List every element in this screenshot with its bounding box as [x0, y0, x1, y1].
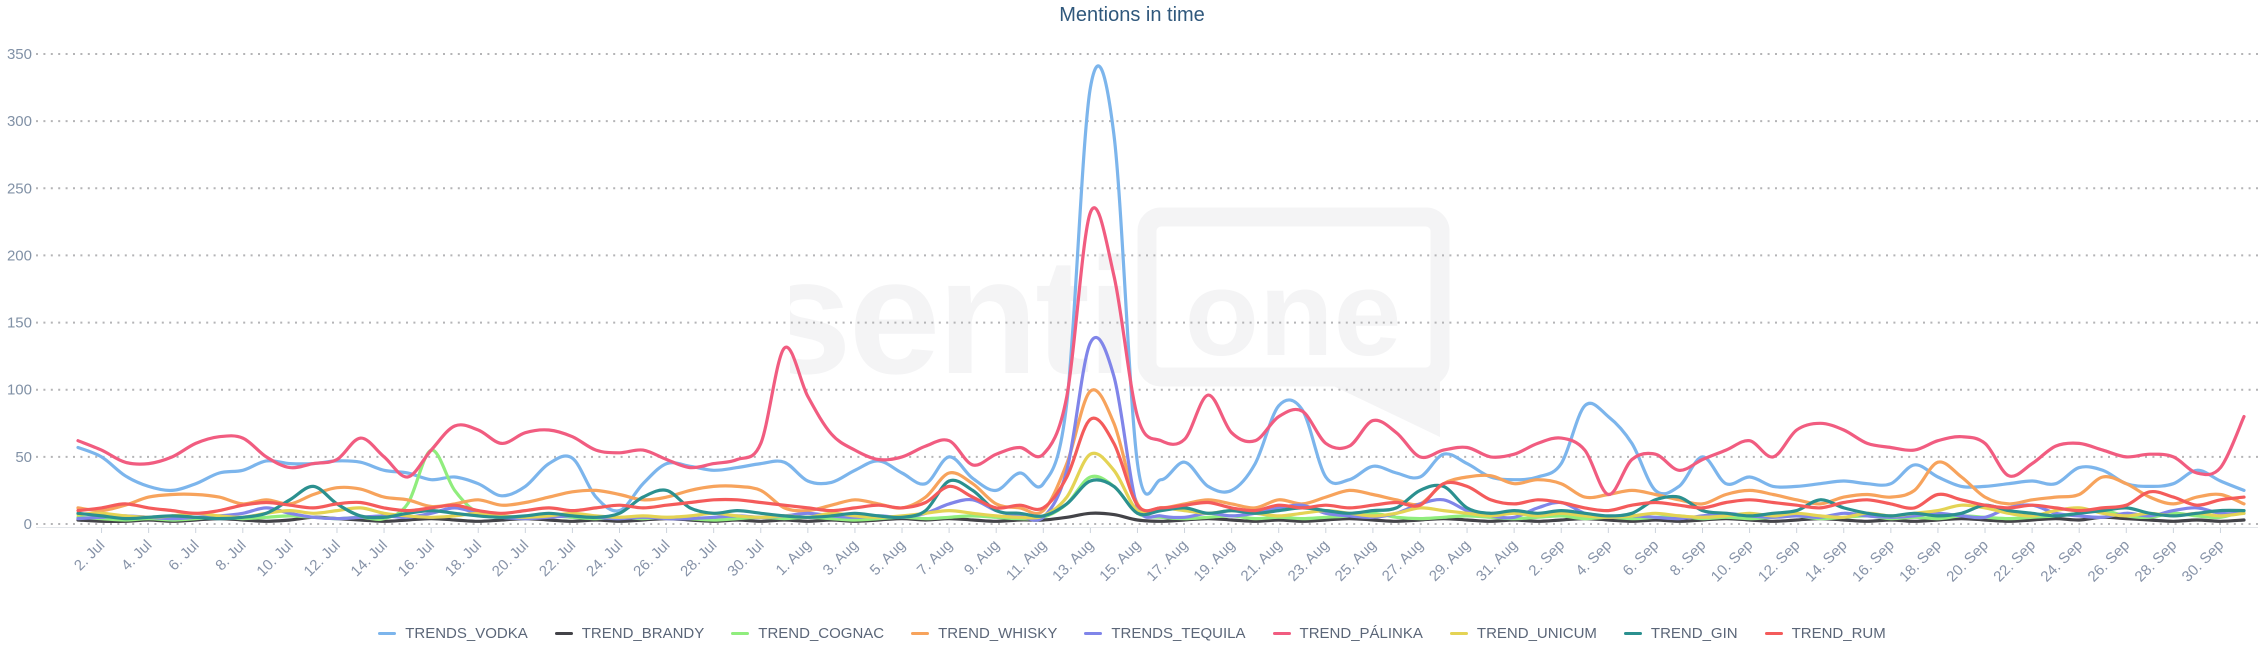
legend-swatch-trend-whisky: [911, 632, 930, 635]
legend-item-trend-rum[interactable]: TREND_RUM: [1764, 625, 1886, 642]
x-axis-label: 4. Jul: [118, 537, 155, 574]
x-axis-label: 17. Aug: [1143, 537, 1191, 585]
x-axis-label: 14. Sep: [1802, 537, 1851, 586]
series-line-trend-gin: [76, 478, 2246, 521]
x-axis-label: 30. Sep: [2179, 537, 2228, 586]
series-line-trends-tequila: [76, 335, 2246, 522]
x-axis-label: 27. Aug: [1379, 537, 1427, 585]
x-axis-label: 28. Jul: [677, 537, 720, 580]
legend-label: TRENDS_VODKA: [405, 625, 528, 642]
y-axis-label: 100: [7, 382, 32, 399]
legend-swatch-trend-unicum: [1449, 632, 1468, 635]
x-axis-label: 6. Jul: [165, 537, 202, 574]
x-axis-label: 7. Aug: [914, 537, 956, 579]
legend-swatch-trend-rum: [1764, 632, 1783, 635]
legend-item-trend-cognac[interactable]: TREND_COGNAC: [731, 625, 884, 642]
legend-item-trend-brandy[interactable]: TREND_BRANDY: [554, 625, 705, 642]
x-axis-label: 9. Aug: [961, 537, 1003, 579]
x-axis-label: 2. Jul: [71, 537, 108, 574]
legend-item-trends-vodka[interactable]: TRENDS_VODKA: [378, 625, 528, 642]
x-axis-label: 8. Jul: [212, 537, 249, 574]
x-axis-label: 18. Sep: [1896, 537, 1945, 586]
chart-legend: TRENDS_VODKA TREND_BRANDY TREND_COGNAC TREN…: [0, 625, 2264, 642]
legend-label: TRENDS_TEQUILA: [1111, 625, 1246, 642]
x-axis-label: 6. Sep: [1620, 537, 1663, 580]
y-axis-label: 50: [15, 449, 32, 466]
x-axis-label: 19. Aug: [1190, 537, 1238, 585]
x-axis-label: 24. Jul: [583, 537, 626, 580]
x-axis-label: 26. Jul: [630, 537, 673, 580]
legend-item-trend-unicum[interactable]: TREND_UNICUM: [1449, 625, 1597, 642]
legend-item-trend-gin[interactable]: TREND_GIN: [1623, 625, 1738, 642]
x-axis-label: 23. Aug: [1285, 537, 1333, 585]
legend-swatch-trend-cognac: [731, 632, 750, 635]
legend-label: TREND_UNICUM: [1476, 625, 1597, 642]
x-axis-label: 26. Sep: [2085, 537, 2134, 586]
x-axis-label: 18. Jul: [442, 537, 485, 580]
x-axis-label: 8. Sep: [1667, 537, 1710, 580]
y-axis-label: 150: [7, 315, 32, 332]
legend-swatch-trends-vodka: [378, 632, 397, 635]
legend-swatch-trend-gin: [1623, 632, 1642, 635]
x-axis-label: 22. Sep: [1990, 537, 2039, 586]
x-axis-label: 4. Sep: [1572, 537, 1615, 580]
x-axis-label: 1. Aug: [773, 537, 815, 579]
x-axis-label: 3. Aug: [820, 537, 862, 579]
y-axis-label: 350: [7, 46, 32, 63]
x-axis-label: 10. Sep: [1708, 537, 1757, 586]
x-axis-label: 25. Aug: [1332, 537, 1380, 585]
x-axis-label: 16. Jul: [395, 537, 438, 580]
x-axis-label: 15. Aug: [1096, 537, 1144, 585]
legend-item-trends-tequila[interactable]: TRENDS_TEQUILA: [1084, 625, 1246, 642]
legend-item-trend-p-linka[interactable]: TREND_PÁLINKA: [1272, 625, 1423, 642]
series-line-trends-vodka: [76, 64, 2246, 513]
legend-item-trend-whisky[interactable]: TREND_WHISKY: [911, 625, 1057, 642]
x-axis-label: 28. Sep: [2132, 537, 2181, 586]
x-axis-label: 31. Aug: [1473, 537, 1521, 585]
series-line-trend-brandy: [76, 511, 2246, 524]
x-axis-label: 16. Sep: [1849, 537, 1898, 586]
x-axis-label: 10. Jul: [253, 537, 296, 580]
legend-label: TREND_GIN: [1650, 625, 1738, 642]
series-line-trend-rum: [76, 416, 2246, 515]
y-axis-label: 250: [7, 180, 32, 197]
x-axis-label: 22. Jul: [536, 537, 579, 580]
legend-label: TREND_PÁLINKA: [1299, 625, 1423, 642]
chart-title: Mentions in time: [1059, 4, 1205, 26]
legend-label: TREND_WHISKY: [938, 625, 1058, 642]
x-axis-label: 21. Aug: [1238, 537, 1286, 585]
x-axis-label: 30. Jul: [724, 537, 767, 580]
x-axis-label: 20. Sep: [1943, 537, 1992, 586]
legend-label: TREND_COGNAC: [758, 625, 885, 642]
x-axis-label: 24. Sep: [2037, 537, 2086, 586]
x-axis-label: 5. Aug: [867, 537, 909, 579]
x-axis-label: 29. Aug: [1426, 537, 1474, 585]
x-axis-label: 13. Aug: [1049, 537, 1097, 585]
legend-swatch-trend-p-linka: [1272, 632, 1291, 635]
x-axis-label: 2. Sep: [1525, 537, 1568, 580]
x-axis-label: 11. Aug: [1003, 537, 1050, 584]
legend-label: TREND_BRANDY: [581, 625, 705, 642]
y-axis-label: 0: [24, 516, 32, 533]
x-axis-label: 14. Jul: [348, 537, 391, 580]
legend-swatch-trends-tequila: [1084, 632, 1103, 635]
x-axis-label: 12. Sep: [1755, 537, 1804, 586]
series-line-trend-p-linka: [76, 206, 2246, 497]
series-line-trend-whisky: [76, 388, 2246, 516]
y-axis-label: 300: [7, 113, 32, 130]
legend-swatch-trend-brandy: [554, 632, 573, 635]
legend-label: TREND_RUM: [1791, 625, 1886, 642]
x-axis-label: 12. Jul: [301, 537, 344, 580]
y-axis-label: 200: [7, 247, 32, 264]
x-axis-label: 20. Jul: [489, 537, 532, 580]
